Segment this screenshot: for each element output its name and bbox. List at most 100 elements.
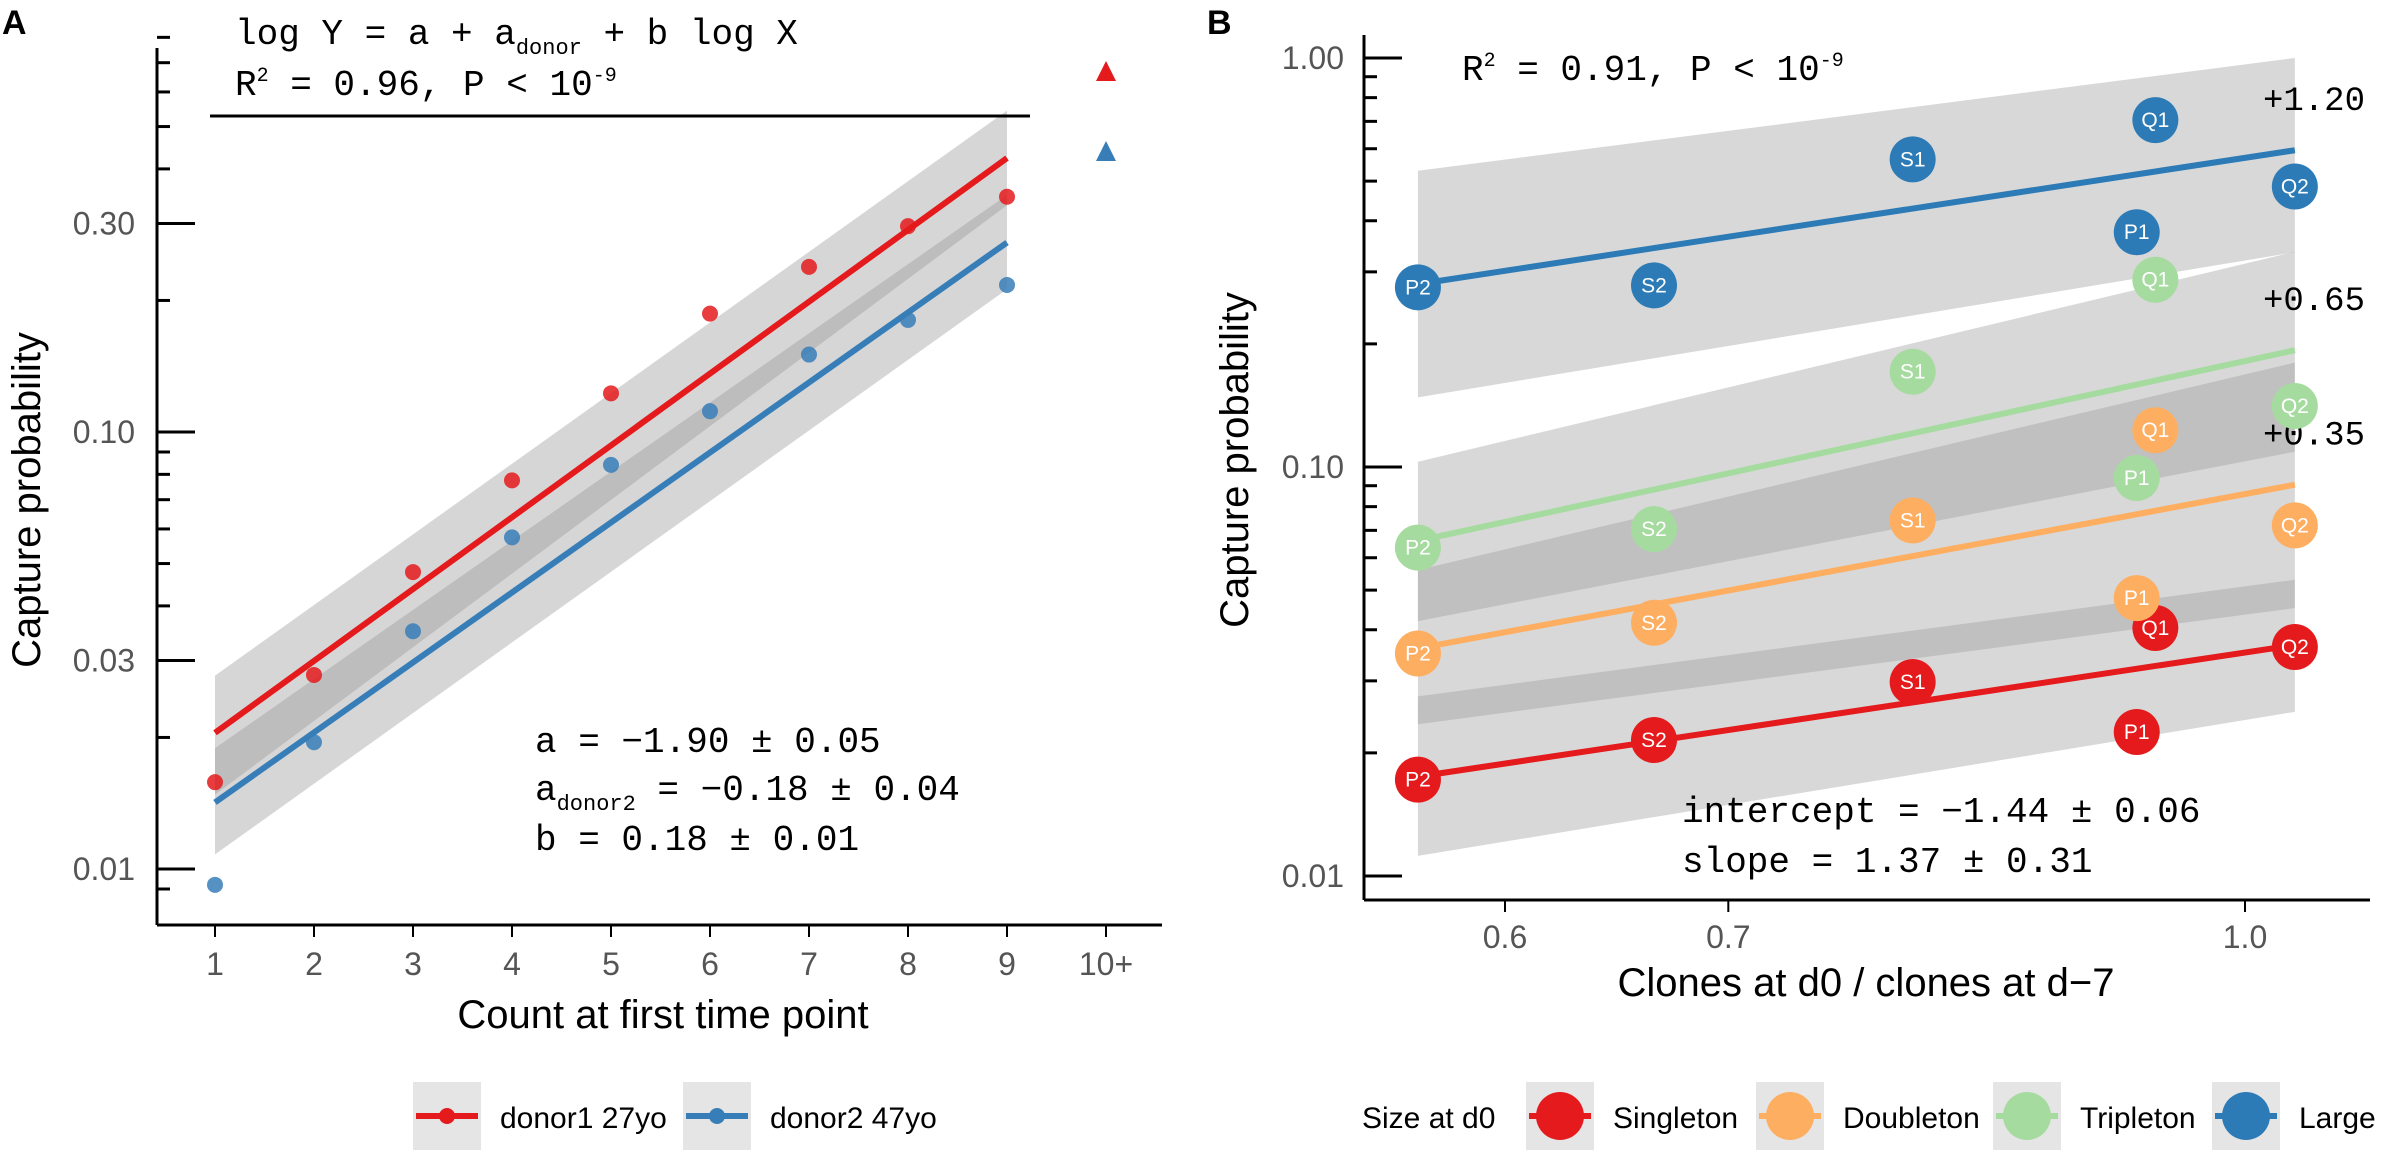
data-point [2271,502,2318,549]
data-point [2271,623,2318,670]
x-tick-label: 8 [899,946,917,982]
overflow-marker [1096,141,1116,161]
overflow-marker [1096,61,1116,81]
data-point-label: S1 [1900,671,1926,694]
data-point-label: P1 [2124,221,2150,244]
data-point [801,346,817,363]
data-point [2271,382,2318,429]
annotation-b: b = 0.18 ± 0.01 [535,820,859,861]
y-tick-label: 0.03 [73,642,135,678]
data-point [1631,506,1678,553]
r2-mid: = 0.91, P < 10 [1496,50,1820,91]
data-point [603,385,619,402]
data-point [306,666,322,683]
r2-annotation: R2 = 0.96, P < 10-9 [235,65,617,106]
data-point [999,276,1015,293]
data-point [306,734,322,751]
data-point-label: P1 [2124,587,2150,610]
x-tick-label: 9 [998,946,1016,982]
x-tick-label: 10+ [1079,946,1133,982]
r2-prefix: R [235,65,257,106]
annotation-adonor-prefix: a [535,770,557,811]
data-point-label: P2 [1405,276,1431,299]
data-point-label: Q1 [2141,109,2169,132]
model-equation-tail: + b log X [582,14,798,55]
y-tick-label: 0.10 [73,414,135,450]
legend-point [1536,1092,1584,1140]
data-point-label: P2 [1405,537,1431,560]
data-point-label: Q2 [2281,636,2309,659]
model-equation-subscript: donor [516,36,582,61]
annotation-adonor-subscript: donor2 [557,792,636,817]
data-point-label: Q2 [2281,395,2309,418]
panel-label: A [2,4,27,42]
data-point-label: Q1 [2141,419,2169,442]
data-point [702,305,718,322]
data-point [1631,717,1678,764]
y-tick-label: 0.01 [1282,858,1344,894]
r2-prefix: R [1462,50,1484,91]
x-tick-label: 0.7 [1706,919,1750,955]
data-point-label: Q1 [2141,269,2169,292]
annotation-adonor: adonor2 = −0.18 ± 0.04 [535,770,960,817]
data-point [2132,97,2179,144]
data-point-label: S1 [1900,509,1926,532]
data-point [405,564,421,581]
fit-line [1417,481,2296,652]
x-tick-label: 1.0 [2223,919,2267,955]
r2-annotation: R2 = 0.91, P < 10-9 [1462,50,1844,91]
data-point [504,529,520,546]
legend-label: Tripleton [2080,1102,2196,1135]
legend-label: donor1 27yo [500,1102,667,1135]
model-equation-main: log Y = a + a [235,14,516,55]
y-tick-label: 1.00 [1282,40,1344,76]
legend-point [2222,1092,2270,1140]
data-point [405,623,421,640]
x-tick-label: 0.6 [1483,919,1527,955]
y-tick-label: 0.01 [73,851,135,887]
fit-line [213,155,1009,736]
data-point [801,258,817,275]
y-tick-label: 0.10 [1282,449,1344,485]
annotation-adonor-tail: = −0.18 ± 0.04 [636,770,960,811]
x-tick-label: 6 [701,946,719,982]
data-point [504,472,520,489]
offset-label: +0.35 [2263,418,2365,456]
data-point-label: S2 [1641,612,1667,635]
data-point-label: S1 [1900,148,1926,171]
legend-point [2003,1092,2051,1140]
data-point-label: P1 [2124,721,2150,744]
legend-label: donor2 47yo [770,1102,937,1135]
x-tick-label: 7 [800,946,818,982]
x-tick-label: 5 [602,946,620,982]
r2-exponent: -9 [1820,50,1844,73]
data-point [2113,454,2160,501]
panel-label: B [1207,4,1232,42]
data-point-label: S2 [1641,274,1667,297]
data-point [702,403,718,420]
y-axis-title: Capture probability [1213,292,1257,628]
data-point [900,311,916,328]
confidence-band [1417,58,2295,398]
offset-label: +1.20 [2263,83,2365,121]
legend-point [439,1108,455,1124]
annotation-slope: slope = 1.37 ± 0.31 [1682,842,2092,883]
data-point-label: P2 [1405,769,1431,792]
data-point-label: Q2 [2281,176,2309,199]
data-point [1889,497,1936,544]
model-equation: log Y = a + adonor + b log X [235,14,798,61]
data-point-label: Q2 [2281,514,2309,537]
fit-line [213,240,1009,805]
data-point [1889,136,1936,183]
data-point [2113,708,2160,755]
data-point [2113,575,2160,622]
data-point [2271,163,2318,210]
r2-mid: = 0.96, P < 10 [269,65,593,106]
data-point [2113,209,2160,256]
data-point [900,218,916,235]
legend-point [709,1108,725,1124]
legend-label: Singleton [1613,1102,1738,1135]
r2-exponent: -9 [593,65,617,88]
y-axis-title: Capture probability [5,332,49,668]
